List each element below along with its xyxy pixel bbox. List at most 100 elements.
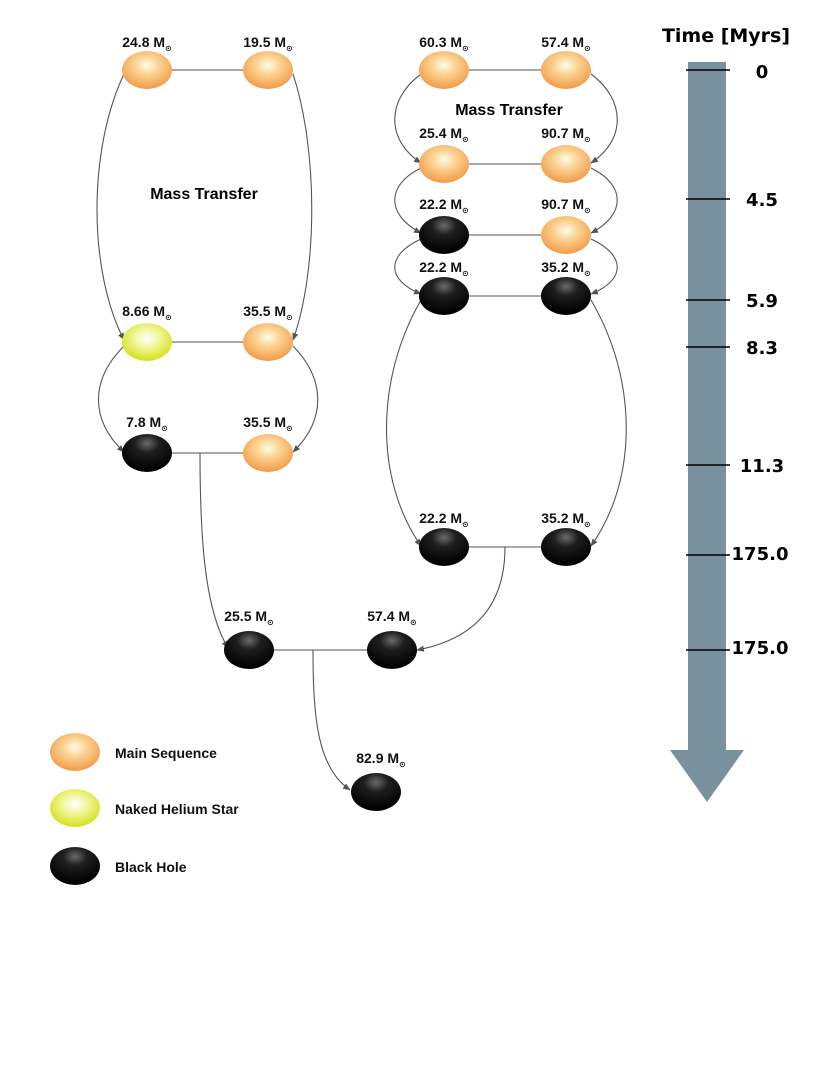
star-L1b: 19.5 M⊙ — [243, 34, 293, 89]
legend-label: Main Sequence — [115, 745, 217, 761]
star-mass-label: 24.8 M⊙ — [122, 34, 172, 53]
tick-label: 175.0 — [732, 544, 789, 565]
star-mass-label: 22.2 M⊙ — [419, 259, 469, 278]
legend-swatch — [50, 789, 100, 827]
timeline-tick: 0 — [686, 62, 768, 83]
star-mass-label: 35.2 M⊙ — [541, 259, 591, 278]
star-mass-label: 22.2 M⊙ — [419, 196, 469, 215]
solar-mass-symbol: ⊙ — [584, 135, 591, 144]
star-mass-value: 35.2 M — [541, 259, 584, 275]
star-body — [419, 216, 469, 254]
timeline-arrow — [670, 62, 744, 802]
star-body — [122, 434, 172, 472]
legend-swatch — [50, 733, 100, 771]
mass-transfer-label-right: Mass Transfer — [455, 102, 563, 119]
tick-label: 175.0 — [732, 638, 789, 659]
star-mass-value: 90.7 M — [541, 125, 584, 141]
star-body — [122, 51, 172, 89]
solar-mass-symbol: ⊙ — [165, 44, 172, 53]
star-mass-value: 57.4 M — [541, 34, 584, 50]
star-body — [419, 277, 469, 315]
legend-item-naked-helium-star: Naked Helium Star — [50, 789, 239, 827]
star-mass-value: 82.9 M — [356, 750, 399, 766]
star-R4a: 22.2 M⊙ — [419, 259, 469, 315]
star-body — [243, 323, 293, 361]
star-F1: 82.9 M⊙ — [351, 750, 406, 811]
legend-label: Naked Helium Star — [115, 801, 239, 817]
solar-mass-symbol: ⊙ — [286, 424, 293, 433]
star-mass-value: 24.8 M — [122, 34, 165, 50]
star-mass-label: 25.5 M⊙ — [224, 608, 274, 627]
solar-mass-symbol: ⊙ — [462, 520, 469, 529]
solar-mass-symbol: ⊙ — [410, 618, 417, 627]
timeline-tick: 175.0 — [686, 638, 788, 659]
star-R2b: 90.7 M⊙ — [541, 125, 591, 183]
timeline-title: Time [Myrs] — [662, 25, 790, 47]
star-L3a: 7.8 M⊙ — [122, 414, 172, 472]
star-mass-label: 60.3 M⊙ — [419, 34, 469, 53]
star-mass-label: 35.2 M⊙ — [541, 510, 591, 529]
stars: 24.8 M⊙ 19.5 M⊙ 8.66 M⊙ 35.5 M⊙ 7.8 M⊙ 3… — [122, 34, 591, 811]
solar-mass-symbol: ⊙ — [462, 135, 469, 144]
timeline-ticks: 0 4.5 5.9 8.3 11.3 175.0 — [686, 62, 788, 659]
legend-item-black-hole: Black Hole — [50, 847, 187, 885]
solar-mass-symbol: ⊙ — [286, 313, 293, 322]
star-R3b: 90.7 M⊙ — [541, 196, 591, 254]
star-L2b: 35.5 M⊙ — [243, 303, 293, 361]
star-mass-value: 22.2 M — [419, 259, 462, 275]
star-body — [367, 631, 417, 669]
star-body — [541, 216, 591, 254]
star-mass-value: 60.3 M — [419, 34, 462, 50]
star-mass-value: 25.5 M — [224, 608, 267, 624]
star-L3b: 35.5 M⊙ — [243, 414, 293, 472]
legend-item-main-sequence: Main Sequence — [50, 733, 217, 771]
star-mass-value: 19.5 M — [243, 34, 286, 50]
tick-label: 8.3 — [746, 338, 778, 359]
solar-mass-symbol: ⊙ — [399, 760, 406, 769]
star-mass-value: 7.8 M — [126, 414, 161, 430]
timeline-tick: 4.5 — [686, 190, 778, 211]
star-mass-label: 57.4 M⊙ — [541, 34, 591, 53]
star-mass-label: 19.5 M⊙ — [243, 34, 293, 53]
legend-label: Black Hole — [115, 859, 187, 875]
star-mass-label: 82.9 M⊙ — [356, 750, 406, 769]
star-body — [419, 528, 469, 566]
solar-mass-symbol: ⊙ — [165, 313, 172, 322]
star-R1b: 57.4 M⊙ — [541, 34, 591, 89]
star-mass-value: 35.2 M — [541, 510, 584, 526]
star-body — [224, 631, 274, 669]
star-mass-value: 22.2 M — [419, 196, 462, 212]
star-mass-label: 8.66 M⊙ — [122, 303, 172, 322]
tick-label: 11.3 — [740, 456, 784, 477]
tick-label: 0 — [756, 62, 769, 83]
timeline-tick: 8.3 — [686, 338, 778, 359]
solar-mass-symbol: ⊙ — [462, 44, 469, 53]
star-body — [541, 145, 591, 183]
solar-mass-symbol: ⊙ — [462, 206, 469, 215]
timeline-tick: 175.0 — [686, 544, 788, 565]
solar-mass-symbol: ⊙ — [584, 269, 591, 278]
star-body — [419, 145, 469, 183]
timeline-tick: 11.3 — [686, 456, 784, 477]
star-body — [541, 277, 591, 315]
star-R5a: 22.2 M⊙ — [419, 510, 469, 566]
star-L1a: 24.8 M⊙ — [122, 34, 172, 89]
star-body — [243, 51, 293, 89]
solar-mass-symbol: ⊙ — [584, 206, 591, 215]
star-mass-label: 57.4 M⊙ — [367, 608, 417, 627]
star-body — [541, 51, 591, 89]
star-mass-value: 22.2 M — [419, 510, 462, 526]
star-mass-label: 35.5 M⊙ — [243, 303, 293, 322]
star-mass-value: 35.5 M — [243, 414, 286, 430]
star-body — [243, 434, 293, 472]
legend: Main Sequence Naked Helium Star Black Ho… — [50, 733, 239, 885]
star-mass-label: 35.5 M⊙ — [243, 414, 293, 433]
star-L2a: 8.66 M⊙ — [122, 303, 172, 361]
solar-mass-symbol: ⊙ — [462, 269, 469, 278]
star-mass-label: 7.8 M⊙ — [126, 414, 168, 433]
star-mass-label: 25.4 M⊙ — [419, 125, 469, 144]
timeline-tick: 5.9 — [686, 291, 778, 312]
star-R2a: 25.4 M⊙ — [419, 125, 469, 183]
star-body — [351, 773, 401, 811]
